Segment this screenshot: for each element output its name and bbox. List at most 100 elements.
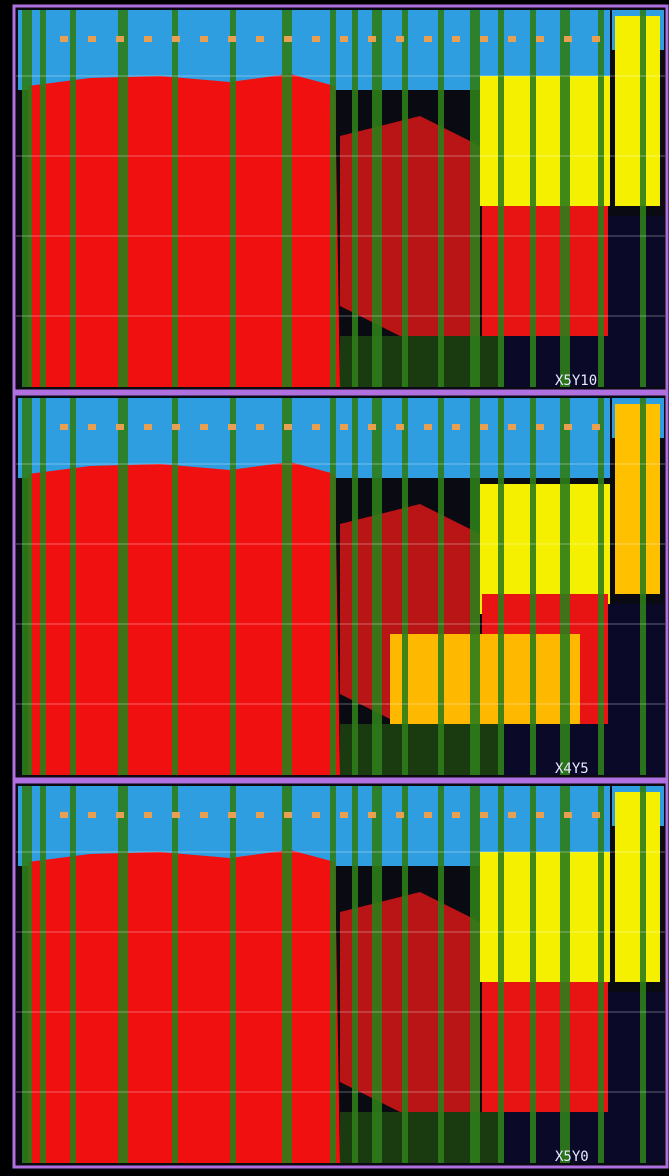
clock-region-panel: X5Y0 (14, 782, 667, 1167)
column-green (640, 398, 646, 775)
column-green (230, 10, 236, 387)
column-green (230, 398, 236, 775)
column-green (402, 398, 408, 775)
column-tile (452, 36, 460, 42)
column-tile (88, 812, 96, 818)
column-tile (172, 812, 180, 818)
column-green (282, 10, 292, 387)
column-green (172, 10, 178, 387)
column-tile (60, 36, 68, 42)
column-green (438, 398, 444, 775)
column-green (70, 786, 76, 1163)
column-green (172, 786, 178, 1163)
column-green (402, 786, 408, 1163)
column-tile (200, 36, 208, 42)
column-tile (172, 36, 180, 42)
column-tile (452, 424, 460, 430)
column-tile (200, 424, 208, 430)
logic-yellow (615, 404, 660, 594)
column-green (22, 10, 32, 387)
region-label: X5Y0 (555, 1149, 589, 1165)
column-tile (340, 36, 348, 42)
column-tile (480, 424, 488, 430)
logic-yellow (615, 792, 660, 982)
column-tile (116, 36, 124, 42)
column-tile (480, 812, 488, 818)
column-green (470, 10, 480, 387)
column-tile (144, 812, 152, 818)
device-view: X5Y10X4Y5X5Y0 (0, 0, 669, 1176)
column-green (560, 786, 570, 1163)
column-tile (312, 424, 320, 430)
column-tile (172, 424, 180, 430)
column-tile (508, 812, 516, 818)
column-green (530, 786, 536, 1163)
column-green (330, 786, 336, 1163)
column-green (118, 398, 128, 775)
column-tile (200, 812, 208, 818)
column-tile (592, 36, 600, 42)
column-green (372, 10, 382, 387)
column-green (22, 398, 32, 775)
logic-red-sparse (340, 892, 480, 1112)
column-tile (144, 424, 152, 430)
column-tile (592, 812, 600, 818)
column-tile (256, 36, 264, 42)
column-tile (228, 812, 236, 818)
column-tile (508, 36, 516, 42)
column-tile (368, 812, 376, 818)
column-green (40, 398, 46, 775)
column-green (530, 10, 536, 387)
column-green (470, 786, 480, 1163)
column-green (352, 786, 358, 1163)
column-green (560, 398, 570, 775)
column-green (118, 786, 128, 1163)
column-green (498, 398, 504, 775)
column-tile (564, 36, 572, 42)
column-green (330, 398, 336, 775)
column-green (438, 786, 444, 1163)
column-green (372, 398, 382, 775)
column-tile (312, 36, 320, 42)
column-tile (144, 36, 152, 42)
column-tile (368, 36, 376, 42)
column-tile (508, 424, 516, 430)
column-tile (88, 36, 96, 42)
column-green (70, 10, 76, 387)
column-green (352, 398, 358, 775)
column-green (372, 786, 382, 1163)
column-green (640, 786, 646, 1163)
column-green (598, 10, 604, 387)
column-green (70, 398, 76, 775)
column-tile (536, 36, 544, 42)
column-tile (340, 424, 348, 430)
logic-yellow (615, 16, 660, 206)
column-green (22, 786, 32, 1163)
column-tile (116, 812, 124, 818)
column-tile (284, 36, 292, 42)
column-green (470, 398, 480, 775)
column-green (598, 398, 604, 775)
column-tile (536, 812, 544, 818)
clock-region-panel: X4Y5 (14, 394, 667, 779)
column-tile (424, 424, 432, 430)
column-tile (564, 812, 572, 818)
column-tile (396, 424, 404, 430)
column-tile (592, 424, 600, 430)
column-tile (116, 424, 124, 430)
column-green (282, 398, 292, 775)
column-green (330, 10, 336, 387)
unused-region (608, 992, 664, 1112)
column-green (402, 10, 408, 387)
column-tile (480, 36, 488, 42)
column-tile (88, 424, 96, 430)
column-green (40, 786, 46, 1163)
column-green (560, 10, 570, 387)
region-label: X4Y5 (555, 761, 589, 777)
column-tile (256, 812, 264, 818)
column-tile (396, 36, 404, 42)
column-tile (228, 36, 236, 42)
column-tile (340, 812, 348, 818)
logic-red-sparse (340, 116, 480, 336)
column-tile (424, 36, 432, 42)
